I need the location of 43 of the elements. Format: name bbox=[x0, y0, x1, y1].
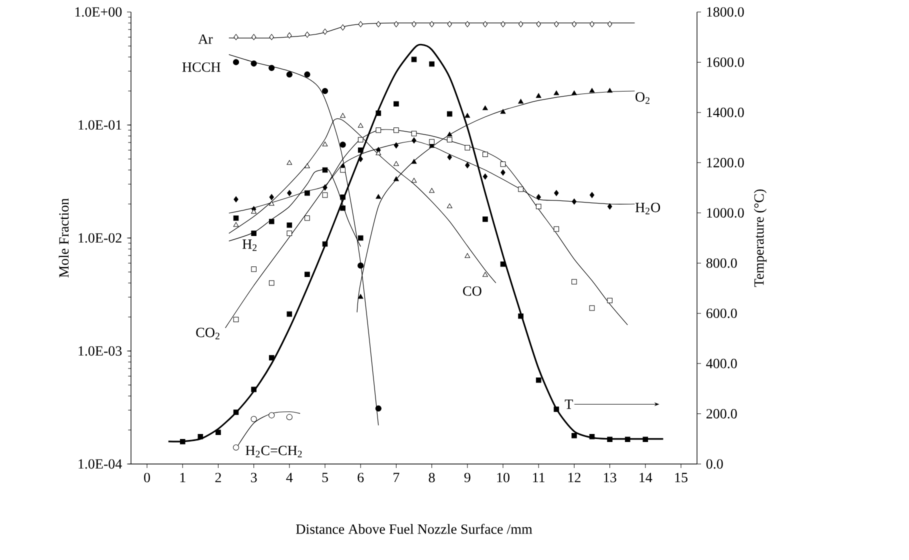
x-tick-label: 1 bbox=[180, 472, 186, 482]
y2-tick-label: 1000.0 bbox=[707, 208, 744, 218]
y2-tick-label: 0.0 bbox=[706, 459, 723, 469]
x-tick-label: 14 bbox=[640, 472, 652, 482]
x-tick-label: 15 bbox=[675, 472, 688, 482]
series-label: H$_{2}$O bbox=[635, 202, 660, 214]
y2-tick-label: 1600.0 bbox=[707, 57, 744, 67]
y-axis-title: Mole Fraction bbox=[58, 198, 69, 278]
series-label: CO bbox=[463, 286, 482, 296]
y2-tick-label: 400.0 bbox=[706, 358, 737, 368]
x-tick-label: 7 bbox=[394, 472, 400, 482]
y-tick-label: 1.0E-01 bbox=[78, 120, 122, 130]
x-axis-title: Distance Above Fuel Nozzle Surface /mm bbox=[296, 524, 532, 534]
y-tick-label: 1.0E-02 bbox=[78, 233, 122, 243]
y2-tick-label: 1800.0 bbox=[707, 7, 744, 17]
x-tick-label: 2 bbox=[215, 472, 221, 482]
y2-tick-label: 1400.0 bbox=[707, 108, 744, 118]
y2-tick-label: 200.0 bbox=[706, 409, 737, 419]
x-tick-label: 4 bbox=[286, 472, 293, 482]
x-tick-label: 13 bbox=[604, 472, 616, 482]
x-tick-label: 5 bbox=[322, 472, 328, 482]
series-label: CO$_{2}$ bbox=[196, 328, 220, 340]
x-tick-label: 11 bbox=[533, 472, 545, 482]
y2-axis-title: Temperature (°C) bbox=[754, 189, 767, 287]
y-tick-label: 1.0E-03 bbox=[78, 346, 122, 356]
y2-tick-label: 1200.0 bbox=[707, 158, 744, 168]
series-label: Ar bbox=[198, 34, 213, 44]
x-tick-label: 6 bbox=[358, 472, 364, 482]
x-tick-label: 3 bbox=[250, 472, 257, 482]
x-tick-label: 9 bbox=[464, 472, 470, 482]
x-tick-label: 0 bbox=[144, 472, 150, 482]
y2-tick-label: 800.0 bbox=[706, 258, 737, 268]
x-tick-label: 12 bbox=[568, 472, 580, 482]
y-tick-label: 1.0E+00 bbox=[75, 7, 122, 17]
series-label: H$_{2}$C=CH$_{2}$ bbox=[246, 446, 302, 458]
y2-tick-label: 600.0 bbox=[706, 308, 737, 318]
x-tick-label: 10 bbox=[497, 472, 510, 482]
y-tick-label: 1.0E-04 bbox=[78, 459, 122, 469]
series-label: O$_{2}$ bbox=[636, 92, 650, 104]
series-label: T bbox=[564, 400, 573, 409]
series-label: H$_{2}$ bbox=[242, 240, 257, 251]
x-tick-label: 8 bbox=[428, 472, 435, 482]
series-label: HCCH bbox=[182, 62, 220, 72]
